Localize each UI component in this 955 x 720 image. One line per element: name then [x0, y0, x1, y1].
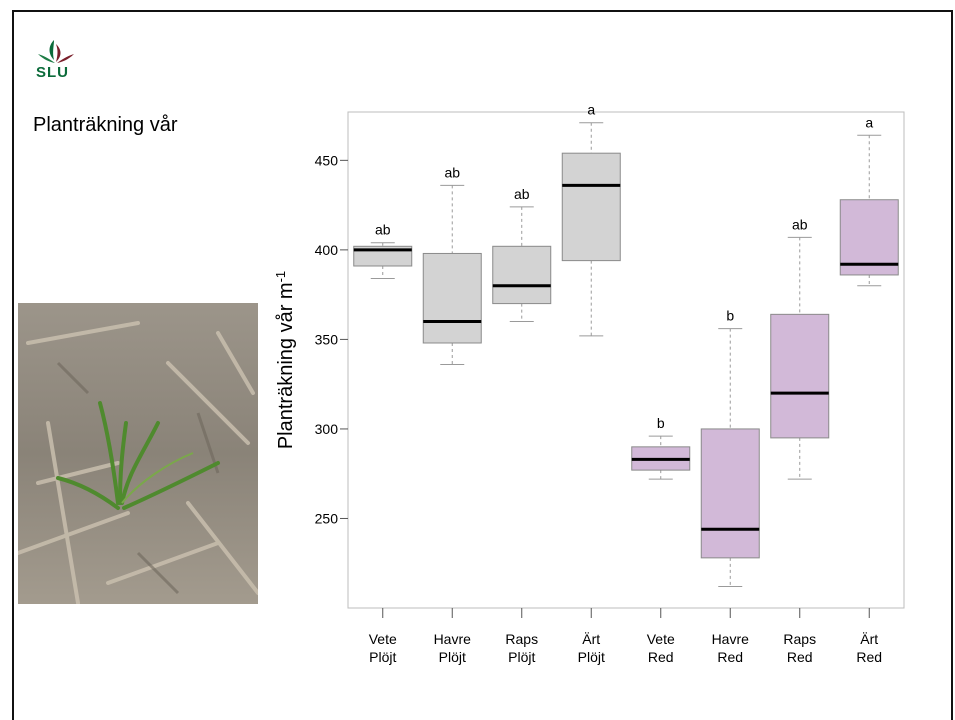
box [561, 152, 621, 262]
x-tick-label: Red [717, 649, 743, 665]
significance-letter: ab [444, 164, 460, 180]
x-tick-label: Vete [369, 631, 397, 647]
y-tick-label: 300 [315, 421, 339, 437]
slide-frame [12, 10, 953, 720]
slide-title: Planträkning vår [33, 114, 178, 136]
significance-letter: b [726, 308, 734, 324]
y-tick-label: 250 [315, 510, 339, 526]
y-tick-label: 350 [315, 331, 339, 347]
x-tick-label: Vete [647, 631, 675, 647]
significance-letter: ab [792, 216, 808, 232]
box [492, 245, 552, 305]
significance-letter: a [865, 114, 873, 130]
x-tick-label: Plöjt [369, 649, 396, 665]
x-tick-label: Plöjt [508, 649, 535, 665]
x-tick-label: Plöjt [578, 649, 605, 665]
y-tick-label: 450 [315, 152, 339, 168]
x-tick-label: Havre [434, 631, 472, 647]
x-tick-label: Red [787, 649, 813, 665]
significance-letter: ab [375, 222, 391, 238]
y-tick-label: 400 [315, 242, 339, 258]
x-tick-label: Red [856, 649, 882, 665]
x-tick-label: Havre [712, 631, 750, 647]
box [839, 199, 899, 276]
significance-letter: b [657, 415, 665, 431]
logo-text: SLU [36, 64, 69, 81]
x-tick-label: Red [648, 649, 674, 665]
x-tick-label: Raps [783, 631, 816, 647]
box [770, 313, 830, 439]
x-tick-label: Ärt [582, 631, 600, 647]
plot-frame [347, 111, 905, 609]
seedling-photo [18, 303, 258, 604]
box [422, 252, 482, 344]
x-tick-label: Ärt [860, 631, 878, 647]
x-tick-label: Raps [505, 631, 538, 647]
significance-letter: a [587, 102, 595, 118]
x-tick-label: Plöjt [439, 649, 466, 665]
y-axis-label: Planträkning vår m-1 [273, 271, 298, 449]
slu-logo-icon [38, 40, 74, 63]
box [700, 428, 760, 559]
significance-letter: ab [514, 186, 530, 202]
